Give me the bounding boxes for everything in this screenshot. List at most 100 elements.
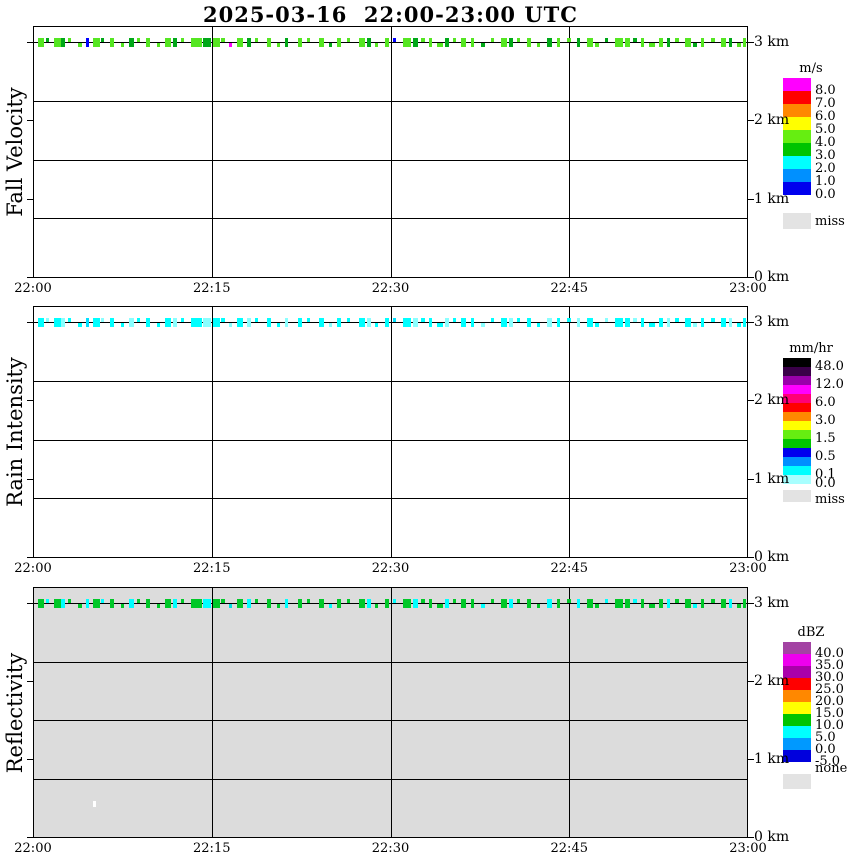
echo-mark bbox=[685, 318, 691, 327]
echo-mark bbox=[675, 38, 679, 42]
echo-mark bbox=[203, 599, 211, 608]
echo-mark bbox=[86, 318, 89, 327]
echo-mark bbox=[46, 318, 49, 322]
echo-mark bbox=[385, 38, 389, 47]
echo-mark bbox=[38, 599, 44, 608]
height-tick-label: 2 km bbox=[754, 392, 790, 408]
echo-mark bbox=[121, 43, 124, 47]
height-tick-mark-left bbox=[27, 681, 33, 682]
echo-mark bbox=[429, 599, 432, 608]
colorbar-segment bbox=[783, 367, 811, 376]
echo-mark bbox=[641, 318, 644, 327]
echo-mark bbox=[675, 599, 679, 603]
echo-mark bbox=[633, 38, 637, 42]
echo-mark bbox=[110, 38, 114, 47]
height-tick-label: 0 km bbox=[754, 829, 790, 845]
echo-mark bbox=[461, 318, 466, 327]
echo-mark bbox=[191, 38, 202, 47]
echo-mark bbox=[347, 38, 350, 42]
height-tick-mark-left bbox=[27, 277, 33, 278]
echo-mark bbox=[527, 38, 531, 47]
echo-mark bbox=[165, 599, 171, 608]
x-tick-label: 23:00 bbox=[729, 841, 767, 856]
height-tick-mark-right bbox=[748, 759, 754, 760]
echo-mark bbox=[367, 599, 371, 608]
echo-mark bbox=[615, 599, 623, 608]
colorbar-tick-label: 4.0 bbox=[815, 135, 836, 150]
colorbar-missing-block bbox=[783, 490, 811, 502]
echo-mark bbox=[61, 38, 65, 47]
height-tick-mark-left bbox=[27, 400, 33, 401]
echo-mark bbox=[615, 318, 623, 327]
echo-mark bbox=[659, 318, 663, 327]
x-tick-label: 22:30 bbox=[371, 561, 410, 576]
horizontal-gridline bbox=[34, 218, 747, 219]
echo-mark bbox=[743, 318, 746, 327]
echo-mark bbox=[413, 599, 418, 608]
echo-mark bbox=[359, 38, 365, 47]
x-tick-label: 22:45 bbox=[550, 281, 588, 296]
echo-mark bbox=[693, 323, 697, 327]
echo-mark bbox=[307, 38, 310, 42]
echo-mark bbox=[165, 38, 171, 47]
echo-mark bbox=[429, 38, 432, 47]
echo-mark bbox=[38, 38, 44, 47]
horizontal-gridline bbox=[34, 381, 747, 382]
echo-mark bbox=[337, 599, 341, 608]
height-tick-mark-left bbox=[27, 759, 33, 760]
echo-mark bbox=[641, 38, 644, 47]
echo-mark bbox=[481, 43, 485, 47]
horizontal-gridline bbox=[34, 720, 747, 721]
echo-mark bbox=[437, 604, 443, 608]
colorbar-missing-block bbox=[783, 774, 811, 789]
height-tick-mark-right bbox=[748, 557, 754, 558]
echo-mark bbox=[605, 599, 608, 603]
colorbar-segment bbox=[783, 78, 811, 91]
echo-mark bbox=[221, 599, 225, 603]
colorbar-segment bbox=[783, 726, 811, 738]
echo-mark bbox=[165, 318, 171, 327]
echo-mark bbox=[633, 318, 637, 322]
height-tick-mark-right bbox=[748, 322, 754, 323]
colorbar-title-mmhr: mm/hr bbox=[789, 341, 833, 356]
colorbar-segment bbox=[783, 169, 811, 182]
colorbar-segment bbox=[783, 448, 811, 457]
height-tick-mark-right bbox=[748, 400, 754, 401]
echo-mark bbox=[137, 318, 140, 322]
colorbar-tick-label: 8.0 bbox=[815, 83, 836, 98]
vertical-gridline bbox=[569, 307, 570, 557]
echo-mark bbox=[737, 43, 741, 47]
echo-mark bbox=[721, 318, 726, 327]
echo-mark bbox=[421, 318, 425, 322]
echo-mark bbox=[393, 599, 396, 603]
echo-mark bbox=[367, 38, 371, 47]
x-tick-label: 22:45 bbox=[550, 561, 588, 576]
echo-mark bbox=[247, 38, 251, 47]
vertical-gridline bbox=[391, 307, 392, 557]
colorbar-tick-label: 0.0 bbox=[815, 742, 836, 757]
echo-mark bbox=[146, 599, 150, 608]
height-tick-label: 2 km bbox=[754, 673, 790, 689]
colorbar-missing-block bbox=[783, 213, 811, 229]
echo-mark bbox=[675, 318, 679, 322]
echo-mark bbox=[461, 38, 466, 47]
echo-mark bbox=[101, 599, 104, 603]
echo-mark bbox=[501, 599, 507, 608]
height-tick-mark-left bbox=[27, 199, 33, 200]
echo-mark bbox=[721, 599, 726, 608]
colorbar-segment bbox=[783, 376, 811, 385]
echo-mark bbox=[445, 38, 449, 47]
height-tick-mark-left bbox=[27, 557, 33, 558]
echo-mark bbox=[181, 599, 184, 603]
echo-mark bbox=[137, 38, 140, 42]
echo-mark bbox=[557, 599, 560, 608]
height-tick-mark-right bbox=[748, 199, 754, 200]
colorbar-title-mps: m/s bbox=[799, 61, 823, 76]
echo-mark bbox=[577, 38, 580, 47]
colorbar-tick-label: 0.0 bbox=[815, 476, 836, 491]
echo-mark bbox=[173, 318, 177, 327]
vertical-gridline bbox=[569, 588, 570, 837]
echo-mark bbox=[359, 318, 365, 327]
echo-mark bbox=[711, 599, 715, 603]
